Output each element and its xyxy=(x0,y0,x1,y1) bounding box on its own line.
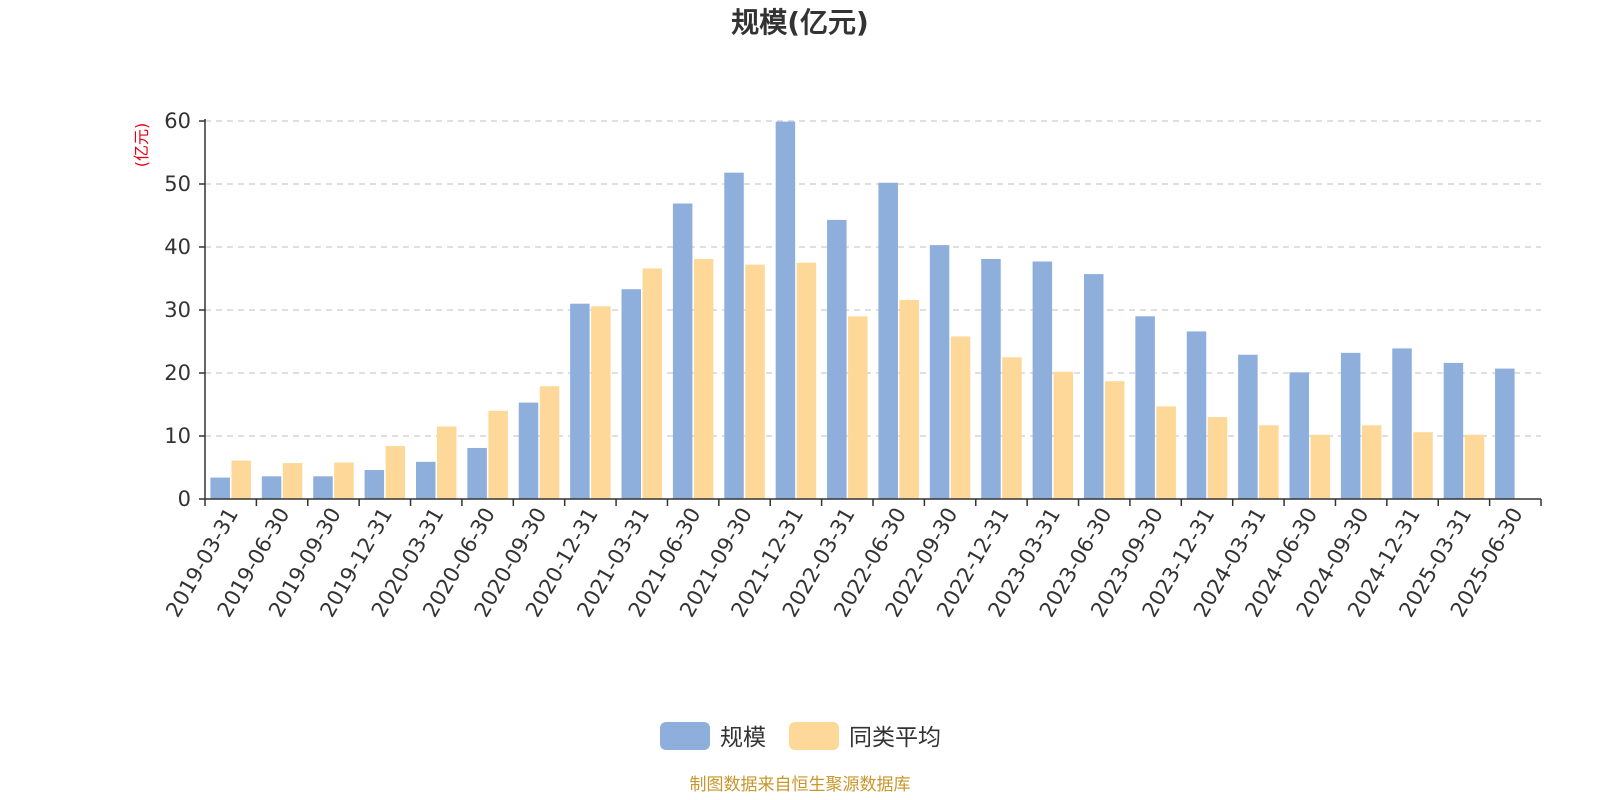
bar-series-1 xyxy=(1104,381,1125,499)
bar-series-0 xyxy=(1135,316,1155,499)
y-axis-unit-label: (亿元) xyxy=(132,123,151,168)
bar-series-1 xyxy=(745,264,765,499)
bar-series-1 xyxy=(1156,406,1176,499)
bar-series-0 xyxy=(1186,331,1207,499)
bar-series-0 xyxy=(1289,372,1310,499)
legend: 规模 同类平均 xyxy=(660,722,941,751)
bars xyxy=(210,121,1515,500)
source-note: 制图数据来自恒生聚源数据库 xyxy=(690,775,911,795)
legend-swatch-0 xyxy=(660,722,710,750)
bar-series-0 xyxy=(518,402,539,499)
bar-series-1 xyxy=(693,258,714,499)
y-tick-label: 50 xyxy=(164,172,191,196)
bar-series-0 xyxy=(313,476,333,499)
bar-series-1 xyxy=(1259,425,1279,499)
bar-series-0 xyxy=(1083,274,1104,499)
bar-series-0 xyxy=(467,447,487,499)
bar-series-1 xyxy=(642,268,663,499)
bar-series-0 xyxy=(827,219,847,499)
bar-series-1 xyxy=(385,446,406,499)
bar-series-0 xyxy=(261,476,282,499)
grid-lines xyxy=(205,120,1541,437)
bar-series-1 xyxy=(1053,371,1074,499)
bar-series-0 xyxy=(210,477,230,499)
y-tick-label: 0 xyxy=(178,487,191,511)
bar-series-1 xyxy=(231,460,251,499)
bar-series-1 xyxy=(1207,417,1228,499)
legend-label-0: 规模 xyxy=(720,725,766,751)
bar-series-1 xyxy=(796,262,817,499)
bar-series-0 xyxy=(364,470,385,499)
legend-swatch-1 xyxy=(789,722,839,750)
bar-series-1 xyxy=(848,316,868,499)
bar-series-1 xyxy=(436,426,457,499)
bar-series-1 xyxy=(1310,434,1331,499)
bar-series-1 xyxy=(1464,434,1485,499)
legend-label-1: 同类平均 xyxy=(849,725,941,751)
bar-series-1 xyxy=(950,336,971,499)
bar-series-0 xyxy=(878,182,898,500)
bar-series-0 xyxy=(1392,348,1412,499)
bar-series-0 xyxy=(672,203,693,499)
bar-series-0 xyxy=(1495,368,1515,499)
bar-series-1 xyxy=(591,306,611,499)
y-tick-label: 40 xyxy=(164,235,191,259)
bar-series-1 xyxy=(488,410,508,499)
bar-series-1 xyxy=(282,463,303,499)
bar-series-1 xyxy=(539,386,560,499)
bar-series-1 xyxy=(1413,432,1433,499)
bar-series-0 xyxy=(621,289,642,499)
chart-title: 规模(亿元) xyxy=(731,6,869,39)
bar-series-1 xyxy=(1361,425,1382,499)
bar-series-1 xyxy=(1002,357,1022,499)
bar-series-0 xyxy=(775,121,796,499)
y-tick-label: 10 xyxy=(164,424,191,448)
bar-series-0 xyxy=(1443,362,1464,499)
bar-series-0 xyxy=(415,461,436,499)
bar-series-1 xyxy=(899,299,919,499)
bar-series-0 xyxy=(570,303,590,499)
bar-series-0 xyxy=(724,172,744,499)
y-tick-label: 30 xyxy=(164,298,191,322)
bar-series-0 xyxy=(1238,354,1258,499)
bar-series-0 xyxy=(929,245,950,499)
bar-series-0 xyxy=(981,258,1001,499)
y-tick-label: 20 xyxy=(164,361,191,385)
bar-series-0 xyxy=(1340,352,1361,499)
bar-series-0 xyxy=(1032,261,1053,499)
bar-series-1 xyxy=(334,462,354,499)
y-tick-label: 60 xyxy=(164,109,191,133)
